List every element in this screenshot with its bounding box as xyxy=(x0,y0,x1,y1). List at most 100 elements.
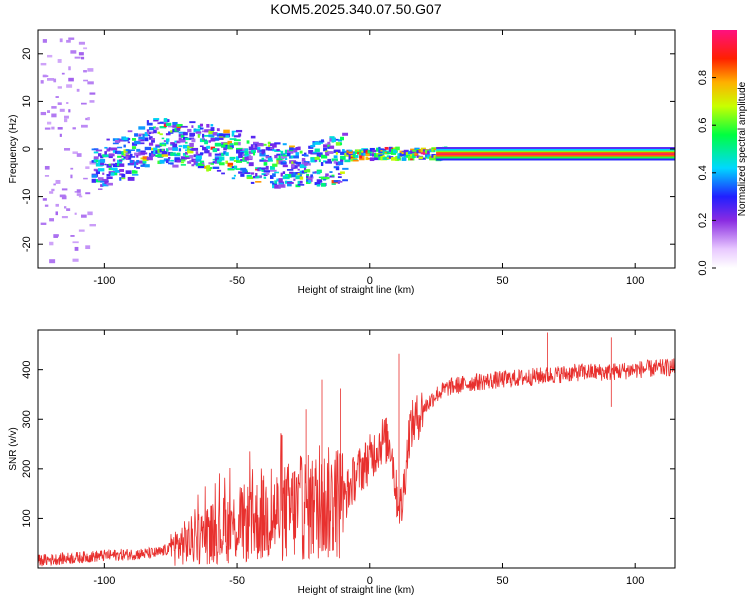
spectrogram-cell xyxy=(78,229,85,232)
spectrogram-cell xyxy=(363,152,366,156)
snr-x-label: Height of straight line (km) xyxy=(298,585,415,596)
spectrogram-cell xyxy=(212,148,218,153)
spectrogram-cell xyxy=(131,174,139,176)
spectrogram-cell xyxy=(44,127,51,130)
spectrogram-cell xyxy=(68,66,71,71)
spectrogram-cell xyxy=(64,148,71,151)
spectrogram-cell xyxy=(331,138,336,143)
spectrogram-cell xyxy=(148,132,151,134)
spectrogram-cell xyxy=(142,156,149,160)
spectrogram-cell xyxy=(414,147,420,150)
spectrogram-cell xyxy=(274,180,278,184)
spectrogram-cell xyxy=(378,154,385,158)
spectrogram-cell xyxy=(76,193,82,196)
spectrogram-cell xyxy=(280,172,283,177)
spectrogram-cell xyxy=(331,158,338,162)
spectrogram-cell xyxy=(199,145,204,148)
spectrogram-cell xyxy=(72,151,78,154)
spectrogram-cell xyxy=(335,138,339,141)
spectrogram-cell xyxy=(51,188,55,192)
spectrogram-cell xyxy=(263,174,268,176)
spectrogram-cell xyxy=(342,149,345,152)
spectrogram-cell xyxy=(340,159,344,162)
spectrogram-cell xyxy=(168,156,171,159)
spectrogram-cell xyxy=(397,157,401,161)
spectrogram-cell xyxy=(112,158,116,162)
spectrogram-cell xyxy=(342,179,348,182)
spectrogram-cell xyxy=(121,177,126,180)
spectrogram-cell xyxy=(233,142,241,146)
spectrogram-cell xyxy=(246,174,252,178)
spectrogram-cell xyxy=(148,126,155,131)
snr-x-tick-label: 0 xyxy=(367,575,373,587)
spectrogram-cell xyxy=(333,155,338,159)
spectrogram-cell xyxy=(47,121,52,125)
spectrogram-cell xyxy=(76,189,81,193)
spectrogram-cell xyxy=(138,134,142,137)
spectrogram-cell xyxy=(110,163,114,166)
colorbar-tick-label: 0.8 xyxy=(697,70,709,85)
spectrogram-cell xyxy=(178,138,186,143)
spectrogram-cell xyxy=(331,174,335,177)
spectrogram-cell xyxy=(153,119,159,122)
spectrogram-cell xyxy=(195,157,202,162)
snr-y-tick-label: 400 xyxy=(21,360,33,378)
spectrogram-cell xyxy=(144,137,149,142)
spectrogram-cell xyxy=(119,159,123,162)
spectrogram-cell xyxy=(278,178,283,182)
spectrogram-cell xyxy=(114,139,121,143)
snr-y-ticks: 100 200 300 400 xyxy=(21,360,675,528)
spectrogram-cell xyxy=(199,160,205,164)
spectrogram-cell xyxy=(427,155,431,159)
spectrogram-cell xyxy=(89,92,96,95)
snr-panel: -100 -50 0 50 100 100 200 300 400 Height of str… xyxy=(8,329,676,596)
spectrogram-cell xyxy=(87,117,90,121)
spectrogram-cell xyxy=(85,166,90,169)
spectrogram-cell xyxy=(191,138,196,143)
spectrogram-cell xyxy=(178,134,183,137)
spectrogram-cell xyxy=(255,168,259,171)
spectrogram-cell xyxy=(180,125,188,128)
spectrogram-cell xyxy=(212,132,218,136)
spectrogram-cell xyxy=(72,258,79,262)
spectrogram-cell xyxy=(325,173,329,177)
spectrogram-cell xyxy=(161,150,168,155)
spectrogram-cell xyxy=(114,170,121,173)
spectrogram-cell xyxy=(410,148,418,151)
spectrogram-cell xyxy=(206,123,210,128)
spectrogram-cell xyxy=(223,142,230,145)
spectrogram-cell xyxy=(44,175,50,177)
spectrogram-cell xyxy=(125,155,132,158)
spectrogram-cell xyxy=(178,148,182,152)
spectrogram-cell xyxy=(182,132,188,136)
spectrogram-cell xyxy=(112,142,119,145)
spectrogram-cell xyxy=(180,156,188,160)
spectrogram-cell xyxy=(144,134,148,137)
spectrogram-x-ticks: -100 -50 0 50 100 xyxy=(93,30,644,287)
spectrogram-cell xyxy=(395,155,398,160)
spectrogram-cell xyxy=(293,178,296,181)
spectrogram-cell xyxy=(127,141,130,144)
spectrogram-cell xyxy=(153,129,157,134)
spectrogram-cell xyxy=(250,181,255,184)
spectrogram-cell xyxy=(221,144,228,148)
spectrogram-cell xyxy=(197,153,204,156)
spectrogram-cell xyxy=(248,156,253,160)
spectrogram-cell xyxy=(136,148,141,152)
spectrogram-cell xyxy=(80,214,87,218)
spectrogram-cell xyxy=(427,150,430,154)
spectrogram-cell xyxy=(208,130,215,135)
spectrogram-cell xyxy=(223,129,230,134)
spectrogram-cell xyxy=(274,150,281,152)
spectrogram-cell xyxy=(121,173,126,178)
spectrogram-cell xyxy=(289,171,294,174)
spectrogram-cell xyxy=(131,137,137,141)
spectrogram-cell xyxy=(236,129,243,133)
spectrogram-cell xyxy=(420,150,425,155)
spectrogram-cell xyxy=(72,241,79,244)
spectrogram-cell xyxy=(301,157,306,162)
spectrogram-cell xyxy=(369,157,375,162)
spectrogram-cell xyxy=(263,162,268,166)
